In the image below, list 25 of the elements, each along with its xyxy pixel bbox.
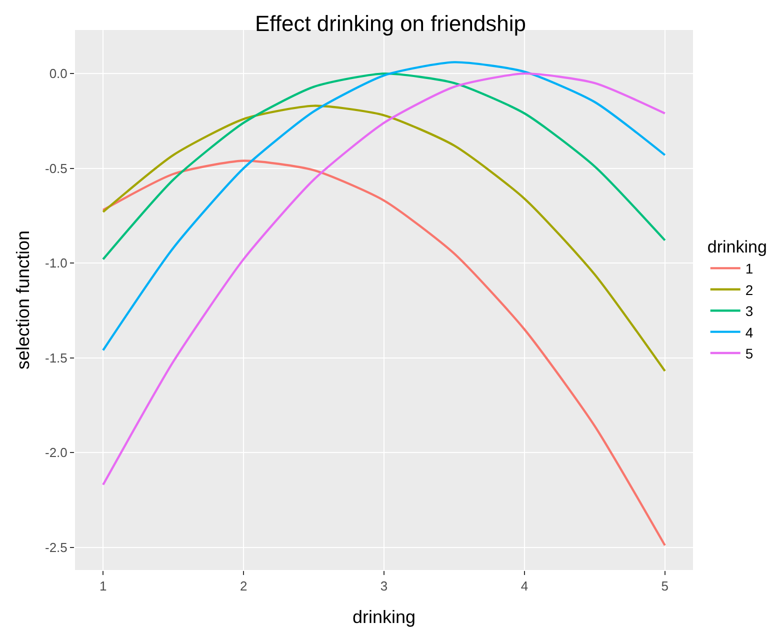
x-tick-label: 4 bbox=[520, 578, 528, 594]
y-tick-label: -2.5 bbox=[44, 540, 68, 555]
chart-title: Effect drinking on friendship bbox=[254, 11, 526, 36]
y-tick-label: -2.0 bbox=[44, 445, 68, 460]
legend-label: 4 bbox=[745, 324, 754, 340]
legend-title: drinking bbox=[707, 238, 767, 257]
legend-label: 1 bbox=[745, 260, 754, 277]
line-series bbox=[102, 160, 666, 546]
legend-label: 5 bbox=[745, 345, 754, 362]
legend-label: 2 bbox=[745, 282, 754, 298]
y-tick-label: -1.5 bbox=[44, 350, 68, 366]
y-axis-title: selection function bbox=[13, 230, 33, 370]
x-tick-label: 1 bbox=[99, 578, 107, 594]
y-tick-label: -1.0 bbox=[44, 256, 68, 271]
x-tick-label: 5 bbox=[661, 578, 669, 594]
x-tick-label: 3 bbox=[380, 578, 388, 594]
line-series bbox=[102, 72, 666, 260]
legend-label: 3 bbox=[745, 303, 754, 320]
line-series bbox=[102, 104, 666, 372]
line-series bbox=[102, 61, 666, 352]
x-tick-label: 2 bbox=[240, 578, 248, 594]
y-tick-label: 0.0 bbox=[49, 66, 68, 82]
line-series bbox=[102, 72, 666, 486]
x-axis-title: drinking bbox=[352, 607, 416, 627]
y-tick-label: -0.5 bbox=[44, 160, 68, 176]
